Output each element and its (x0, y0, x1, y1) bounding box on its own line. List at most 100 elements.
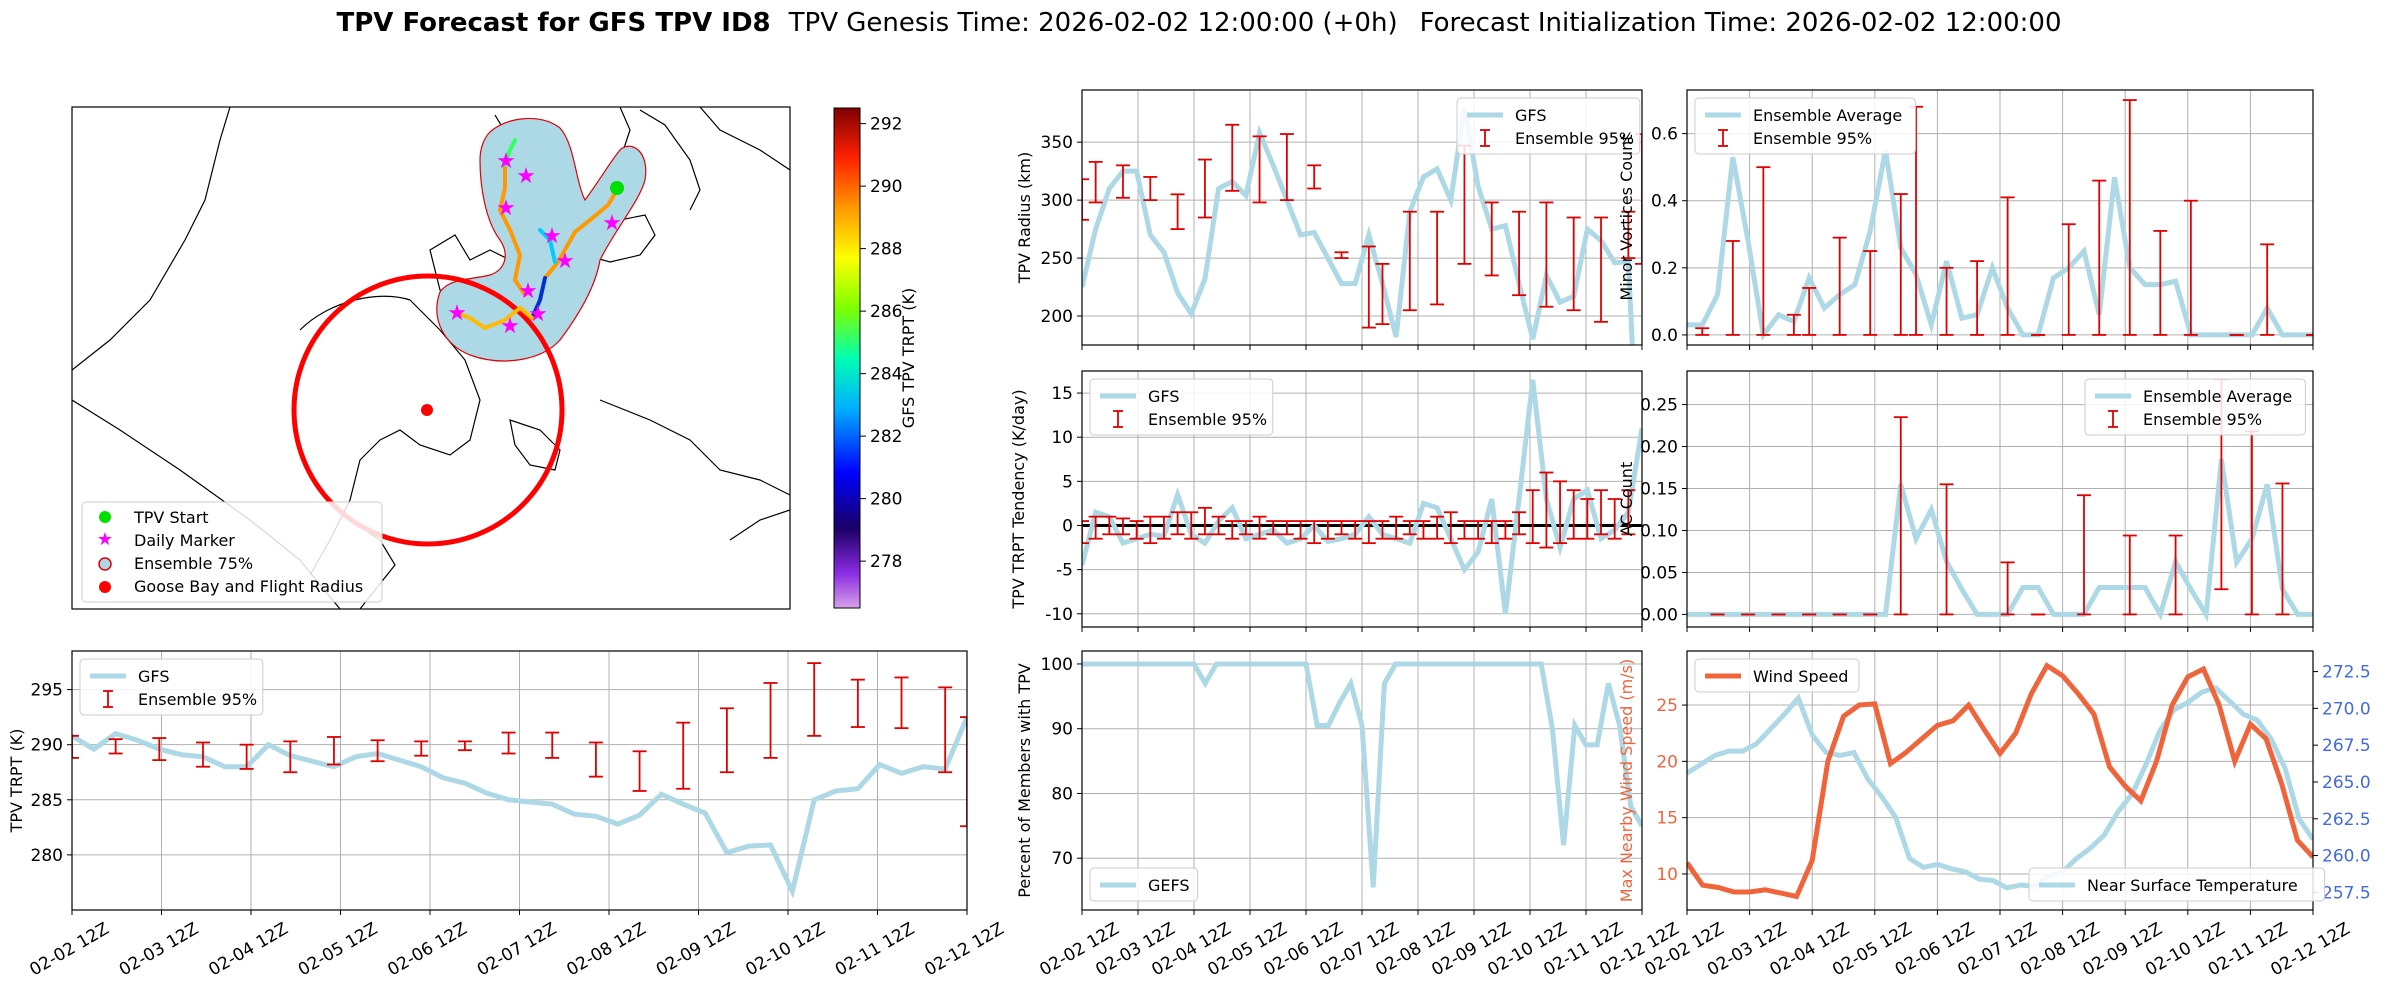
y-tick-label: 290 (31, 736, 63, 756)
x-tick-label: 02-04 12Z (205, 919, 291, 980)
y-tick-label: 10 (1051, 428, 1073, 448)
legend: Ensemble Average Ensemble 95% (1694, 97, 1916, 155)
daily-marker-icon: ★ (602, 211, 622, 236)
wind-speed-line (1687, 662, 2313, 900)
y-tick-label: -5 (1056, 561, 1073, 581)
y-axis-label: TPV Radius (km) (1015, 152, 1034, 285)
legend-label: Ensemble 95% (1753, 129, 1872, 148)
axes-frame (1081, 370, 1643, 628)
y-tick-label: 350 (1041, 133, 1073, 153)
daily-marker-icon: ★ (500, 314, 520, 339)
legend-label: GEFS (1148, 876, 1190, 895)
y-tick-label: 200 (1041, 307, 1073, 327)
chart-trpt: 02-02 12Z 02-03 12Z 02-04 12Z 02-05 12Z 02-0… (7, 650, 1008, 980)
y-tick-label: 0.00 (1640, 605, 1678, 625)
plot-area (1082, 106, 1642, 345)
legend: GFS Ensemble 95% (1456, 97, 1641, 155)
y-tick-label: 70 (1051, 849, 1073, 869)
plot-area (1687, 99, 2313, 342)
y-right-tick-label: 265.0 (2322, 773, 2371, 793)
daily-marker-icon: ★ (516, 164, 536, 189)
colorbar-tick-label: 280 (870, 490, 902, 510)
legend-box (1694, 658, 1860, 693)
y-tick-label: 0.4 (1651, 192, 1678, 212)
legend-label: Ensemble Average (2143, 387, 2292, 406)
y-tick-label: 0.10 (1640, 521, 1678, 541)
legend-start-icon (99, 511, 111, 523)
y-right-axis-label: Near Surface Temperature (K) (2397, 671, 2399, 910)
x-tick-label: 02-11 12Z (832, 919, 918, 980)
tpv-start-marker (610, 181, 624, 195)
chart-radius: 200 250 300 350 TPV Radius (km) GFS Ensemble 9… (1015, 89, 1643, 350)
legend-box (79, 658, 264, 716)
plot-area (1687, 662, 2313, 900)
daily-marker-icon: ★ (496, 149, 516, 174)
plot-area (1082, 661, 1642, 888)
legend-label: GFS (1148, 387, 1179, 406)
daily-marker-icon: ★ (528, 302, 548, 327)
tpv-track-map: ★ ★ ★ ★ ★ ★ ★ ★ ★ ★ ★ TPV Start Daily Ma… (71, 106, 918, 610)
series-line (1082, 106, 1635, 345)
y-right-tick-label: 257.5 (2322, 883, 2371, 903)
legend: GFS Ensemble 95% (79, 658, 264, 716)
y-tick-label: 0.2 (1651, 259, 1678, 279)
plot-area (1687, 378, 2313, 623)
y-right-tick-label: 260.0 (2322, 847, 2371, 867)
legend-box (1456, 97, 1641, 155)
x-tick-label: 02-02 12Z (26, 919, 112, 980)
colorbar-gradient (833, 107, 861, 609)
y-tick-label: 300 (1041, 191, 1073, 211)
y-tick-label: 90 (1051, 720, 1073, 740)
y-tick-label: 10 (1656, 865, 1678, 885)
y-tick-label: 0 (1062, 516, 1073, 536)
legend-label: Wind Speed (1753, 667, 1848, 686)
y-tick-label: 20 (1656, 752, 1678, 772)
legend-start-label: TPV Start (133, 508, 209, 527)
colorbar-tick-label: 292 (870, 115, 902, 135)
ensemble-75-region (436, 117, 647, 362)
series-line (1082, 661, 1642, 888)
daily-marker-icon: ★ (496, 196, 516, 221)
legend-label: Ensemble 95% (1515, 129, 1634, 148)
goose-bay-marker (421, 404, 433, 416)
legend: GFS Ensemble 95% (1089, 378, 1274, 436)
legend-label: Ensemble Average (1753, 106, 1902, 125)
axes-frame (1081, 650, 1643, 911)
colorbar-tick-label: 286 (870, 302, 902, 322)
legend-marker-label: Daily Marker (134, 531, 235, 550)
y-axis-label: TPV TRPT Tendency (K/day) (1009, 389, 1028, 609)
x-tick-label: 02-09 12Z (653, 919, 739, 980)
y-axis-label: Max Nearby Wind Speed (m/s) (1617, 659, 1636, 902)
colorbar-tick-label: 284 (870, 365, 902, 385)
colorbar: 278 280 282 284 286 288 290 292 GFS TPV TRPT (K… (833, 107, 918, 609)
flight-radius-circle (291, 273, 565, 547)
legend-ensemble-label: Ensemble 75% (134, 554, 253, 573)
axes-frame (1686, 650, 2314, 911)
legend-box (1694, 97, 1916, 155)
y-right-tick-label: 272.5 (2322, 663, 2371, 683)
legend: GEFS (1089, 867, 1199, 902)
title-init: Forecast Initialization Time: 2026-02-02… (1420, 8, 2062, 38)
y-tick-label: 0.20 (1640, 438, 1678, 458)
figure-title: TPV Forecast for GFS TPV ID8 TPV Genesis … (336, 8, 2061, 38)
y-tick-label: 250 (1041, 249, 1073, 269)
x-tick-label: 02-12 12Z (921, 919, 1007, 980)
x-tick-label: 02-06 12Z (384, 919, 470, 980)
axes-frame (71, 650, 968, 911)
y-tick-label: 15 (1656, 809, 1678, 829)
legend-label: GFS (138, 667, 169, 686)
y-tick-label: 280 (31, 846, 63, 866)
tpv-track (453, 138, 619, 331)
legend-ensemble-icon (98, 557, 112, 571)
series-line (1082, 379, 1642, 615)
legend: Wind Speed (1694, 658, 1860, 693)
colorbar-ticks: 278 280 282 284 286 288 290 292 (860, 115, 902, 572)
series-line (72, 716, 967, 899)
y-tick-label: 15 (1051, 384, 1073, 404)
y-tick-label: 80 (1051, 784, 1073, 804)
daily-markers: ★ ★ ★ ★ ★ ★ ★ ★ ★ ★ (447, 149, 622, 339)
y-axis-label: TPV TRPT (K) (7, 729, 26, 834)
series-line (1687, 149, 2313, 342)
